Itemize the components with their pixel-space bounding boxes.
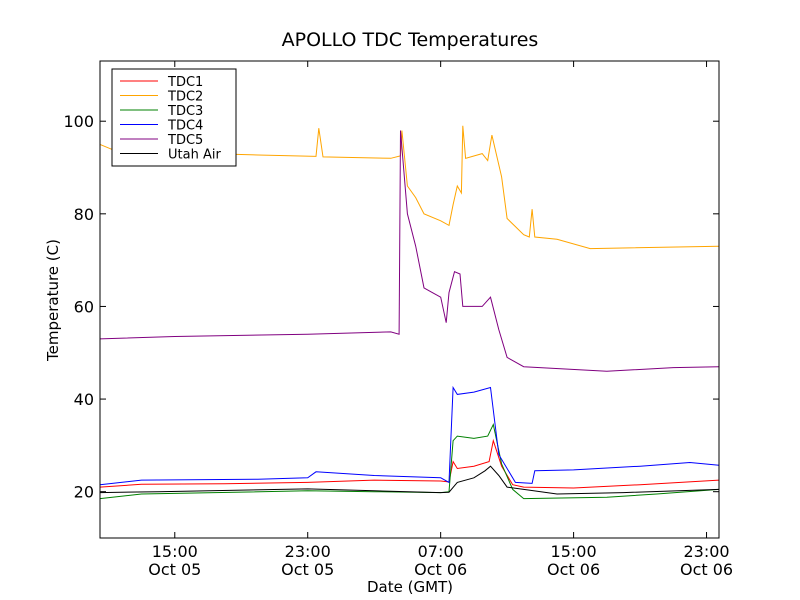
series-line-tdc4	[99, 385, 720, 486]
x-tick-label-time: 15:00	[152, 542, 198, 561]
x-tick-label-time: 23:00	[683, 542, 729, 561]
x-axis-label: Date (GMT)	[367, 578, 453, 596]
y-tick-label: 60	[74, 297, 94, 316]
plot-frame	[99, 60, 720, 539]
x-tick-label-date: Oct 06	[547, 560, 600, 579]
x-tick-label-date: Oct 05	[148, 560, 201, 579]
series-line-tdc2	[99, 125, 720, 250]
series-line-tdc1	[99, 438, 720, 489]
plot-area	[99, 125, 720, 500]
x-tick-label-date: Oct 05	[281, 560, 334, 579]
x-tick-label-date: Oct 06	[680, 560, 733, 579]
chart-title: APOLLO TDC Temperatures	[282, 29, 539, 51]
x-tick-label-time: 23:00	[285, 542, 331, 561]
y-tick-label: 40	[74, 390, 94, 409]
x-tick-label-date: Oct 06	[414, 560, 467, 579]
series-line-utah-air	[99, 465, 720, 495]
y-tick-label: 20	[74, 483, 94, 502]
y-axis-label: Temperature (C)	[44, 239, 62, 362]
legend-box	[111, 68, 237, 167]
y-tick-label: 100	[63, 112, 94, 131]
y-axis: 20 40 60 80 100	[63, 112, 719, 502]
x-tick-label-time: 07:00	[418, 542, 464, 561]
series-line-tdc5	[99, 130, 720, 372]
y-tick-label: 80	[74, 205, 94, 224]
legend-label-tdc4: TDC4	[167, 119, 203, 134]
legend-label-utah-air: Utah Air	[168, 148, 221, 163]
x-tick-label-time: 15:00	[551, 542, 597, 561]
legend-label-tdc3: TDC3	[167, 104, 203, 119]
legend-label-tdc5: TDC5	[167, 133, 203, 148]
legend-label-tdc2: TDC2	[167, 90, 203, 105]
series-line-tdc3	[99, 422, 720, 500]
legend-label-tdc1: TDC1	[167, 75, 203, 90]
